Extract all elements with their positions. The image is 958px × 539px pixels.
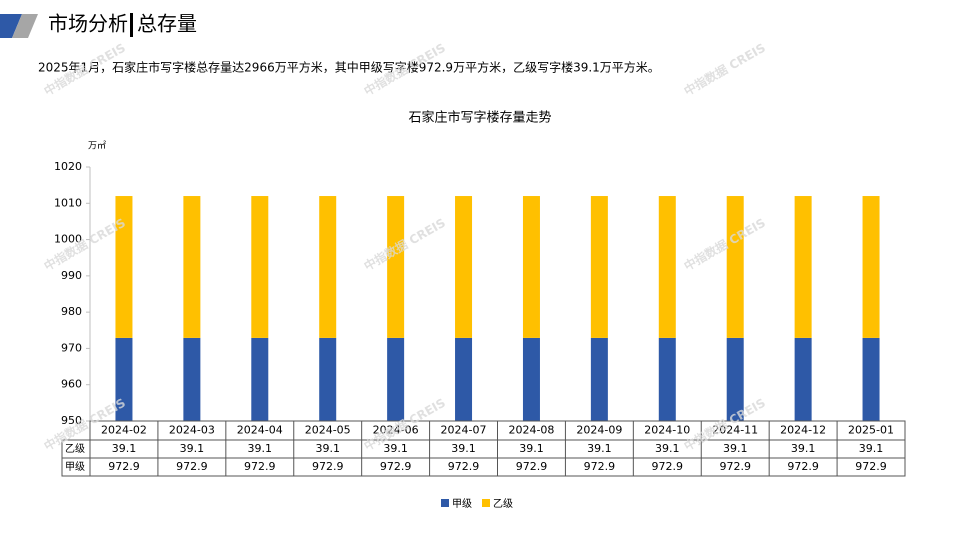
table-value: 39.1	[587, 442, 612, 455]
x-tick-label: 2024-12	[780, 424, 826, 437]
table-value: 39.1	[383, 442, 408, 455]
x-tick-label: 2024-03	[169, 424, 215, 437]
y-tick-label: 970	[61, 341, 82, 354]
bar-segment	[726, 337, 744, 421]
table-value: 39.1	[859, 442, 884, 455]
x-tick-label: 2024-02	[101, 424, 147, 437]
y-tick-label: 980	[61, 305, 82, 318]
bar-segment	[387, 196, 405, 338]
table-value: 972.9	[787, 460, 819, 473]
watermark: 中指数据 CREIS	[681, 40, 768, 99]
bar-segment	[251, 196, 269, 338]
bar-segment	[794, 337, 812, 421]
bar-segment	[522, 196, 540, 338]
bar-segment	[794, 196, 812, 338]
table-value: 972.9	[719, 460, 751, 473]
x-tick-label: 2024-05	[305, 424, 351, 437]
y-tick-label: 1000	[54, 233, 82, 246]
x-tick-label: 2024-04	[237, 424, 283, 437]
section-title: 市场分析	[48, 12, 128, 36]
table-row-label: 乙级	[65, 443, 85, 455]
bar-segment	[590, 196, 608, 338]
x-tick-label: 2024-08	[508, 424, 554, 437]
decor	[0, 14, 22, 38]
y-unit: 万㎡	[88, 141, 106, 152]
watermark: 中指数据 CREIS	[361, 215, 448, 274]
chart-title: 石家庄市写字楼存量走势	[408, 110, 551, 126]
table-value: 39.1	[315, 442, 340, 455]
page-title: 总存量	[137, 12, 197, 36]
table-value: 972.9	[176, 460, 208, 473]
bar-segment	[115, 196, 133, 338]
table-value: 972.9	[652, 460, 684, 473]
decor	[12, 14, 38, 38]
watermark: 中指数据 CREIS	[681, 215, 768, 274]
bar-segment	[590, 337, 608, 421]
bar-segment	[522, 337, 540, 421]
bar-segment	[658, 196, 676, 338]
table-value: 39.1	[112, 442, 137, 455]
x-tick-label: 2024-10	[644, 424, 690, 437]
table-row-label: 甲级	[65, 461, 85, 473]
bar-segment	[319, 196, 337, 338]
table-value: 39.1	[655, 442, 680, 455]
bar-segment	[455, 337, 473, 421]
table-value: 39.1	[180, 442, 205, 455]
table-value: 972.9	[448, 460, 480, 473]
table-value: 39.1	[519, 442, 544, 455]
table-value: 39.1	[451, 442, 476, 455]
bar-segment	[183, 337, 201, 421]
bar-segment	[251, 337, 269, 421]
x-tick-label: 2025-01	[848, 424, 894, 437]
y-tick-label: 1020	[54, 160, 82, 173]
legend-swatch	[482, 499, 490, 507]
bar-segment	[726, 196, 744, 338]
legend-label: 甲级	[452, 498, 472, 510]
x-tick-label: 2024-06	[373, 424, 419, 437]
table-value: 39.1	[248, 442, 273, 455]
table-value: 972.9	[244, 460, 276, 473]
table-value: 972.9	[516, 460, 548, 473]
table-value: 972.9	[312, 460, 344, 473]
table-value: 39.1	[723, 442, 748, 455]
summary: 2025年1月，石家庄市写字楼总存量达2966万平方米，其中甲级写字楼972.9…	[38, 60, 660, 75]
y-tick-label: 960	[61, 378, 82, 391]
x-tick-label: 2024-09	[576, 424, 622, 437]
legend-label: 乙级	[493, 498, 513, 510]
bar-segment	[319, 337, 337, 421]
x-tick-label: 2024-07	[441, 424, 487, 437]
bar-segment	[387, 337, 405, 421]
divider	[130, 13, 133, 37]
bar-segment	[455, 196, 473, 338]
x-tick-label: 2024-11	[712, 424, 758, 437]
y-tick-label: 990	[61, 269, 82, 282]
bar-segment	[658, 337, 676, 421]
table-value: 972.9	[380, 460, 412, 473]
bar-segment	[862, 196, 880, 338]
y-tick-label: 1010	[54, 196, 82, 209]
table-value: 39.1	[791, 442, 816, 455]
legend-swatch	[441, 499, 449, 507]
table-value: 972.9	[108, 460, 140, 473]
table-value: 972.9	[855, 460, 887, 473]
y-tick-label: 950	[61, 414, 82, 427]
bar-segment	[183, 196, 201, 338]
table-value: 972.9	[584, 460, 616, 473]
bar-segment	[862, 337, 880, 421]
bar-segment	[115, 337, 133, 421]
